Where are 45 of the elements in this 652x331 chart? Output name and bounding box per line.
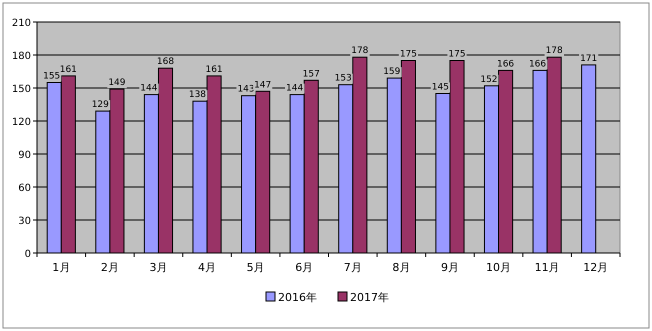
data-label: 155 <box>43 72 60 82</box>
data-label: 175 <box>448 50 466 60</box>
y-tick-label: 180 <box>12 51 31 62</box>
data-label: 178 <box>546 46 564 56</box>
x-tick-label: 7月 <box>344 261 362 274</box>
data-label: 175 <box>400 50 418 60</box>
data-label: 145 <box>432 82 449 92</box>
x-tick-label: 8月 <box>392 261 410 274</box>
data-label: 159 <box>383 67 401 78</box>
x-tick-label: 4月 <box>198 261 216 274</box>
x-tick-label: 10月 <box>486 261 512 274</box>
data-label: 161 <box>205 64 223 75</box>
y-tick-label: 0 <box>24 249 31 260</box>
x-tick-label: 1月 <box>52 261 70 274</box>
x-tick-label: 2月 <box>100 261 119 274</box>
legend-label: 2016年 <box>278 291 317 304</box>
legend-label: 2017年 <box>350 291 389 304</box>
data-label: 144 <box>286 84 304 94</box>
x-tick-label: 3月 <box>149 261 168 274</box>
x-tick-label: 5月 <box>246 261 265 274</box>
data-label: 129 <box>92 100 110 110</box>
data-label: 144 <box>140 84 158 94</box>
data-label: 161 <box>60 64 77 75</box>
data-label: 157 <box>302 69 320 80</box>
data-label: 149 <box>108 78 126 88</box>
y-tick-label: 60 <box>18 183 31 194</box>
x-tick-label: 12月 <box>583 261 608 274</box>
y-tick-label: 150 <box>12 84 31 95</box>
data-label: 153 <box>334 74 352 84</box>
data-label: 143 <box>237 84 255 95</box>
data-label: 166 <box>528 59 546 70</box>
data-label: 152 <box>480 74 498 85</box>
data-label: 138 <box>188 90 206 100</box>
y-tick-label: 210 <box>12 18 31 29</box>
data-label: 178 <box>351 46 369 56</box>
x-tick-label: 9月 <box>440 261 459 274</box>
y-tick-label: 30 <box>18 216 31 227</box>
y-tick-label: 120 <box>12 117 31 128</box>
x-tick-label: 11月 <box>534 261 560 274</box>
data-label: 147 <box>254 80 272 90</box>
data-label: 168 <box>156 57 174 68</box>
y-tick-label: 90 <box>18 150 31 161</box>
x-tick-label: 6月 <box>295 261 314 274</box>
data-label: 166 <box>496 59 514 70</box>
data-label: 171 <box>580 54 598 64</box>
